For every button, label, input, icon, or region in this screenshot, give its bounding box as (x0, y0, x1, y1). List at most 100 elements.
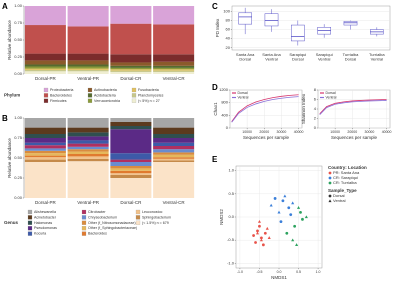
legend-swatch (87, 93, 93, 98)
bar-segment (110, 129, 152, 154)
x-tick-label: Turrialba Ventral (369, 52, 385, 62)
bar-segment (110, 174, 152, 178)
legend-swatch (81, 209, 87, 215)
x-tick-label-line: Turrialba (343, 52, 359, 57)
point (304, 215, 308, 219)
series-line (319, 99, 387, 115)
legend-label: Dorsal (326, 91, 336, 95)
legend-label: Other (f_Sphingobacteriaceae) (88, 226, 137, 230)
box (343, 21, 358, 26)
x-tick-label-line: Turrialba (369, 52, 385, 57)
bar-segment (153, 70, 195, 72)
bar-segment (67, 127, 109, 133)
x-tick-label-line: Ventral (371, 57, 384, 62)
bar-segment (67, 140, 109, 144)
x-tick-label-line: Dorsal (292, 57, 304, 62)
legend-title: Country: Location (328, 165, 367, 170)
bar-segment (24, 25, 66, 54)
x-tick-label: 40000 (294, 130, 304, 134)
point (289, 213, 293, 217)
x-tick-label-line: Santa Ana (262, 52, 281, 57)
bar-segment (110, 162, 152, 166)
bar-segment (67, 154, 109, 157)
point (267, 236, 271, 239)
box (264, 13, 279, 27)
bar-segment (153, 6, 195, 25)
y-tick-label: 1.00 (14, 3, 23, 8)
y-tick-label: 0 (226, 125, 229, 130)
legend-label: PR: Santa Ana (333, 170, 360, 175)
point (299, 210, 302, 214)
bar-segment (110, 166, 152, 169)
bar-segment (24, 155, 66, 158)
bar-segment (153, 142, 195, 146)
bar-segment (67, 136, 109, 141)
x-tick-label: -0.5 (256, 270, 262, 274)
bar-segment (24, 66, 66, 69)
bar-segment (153, 158, 195, 161)
bar-segment (67, 146, 109, 150)
bar-segment (24, 64, 66, 67)
legend-label: Fusobacteria (138, 88, 159, 92)
bar-segment (67, 68, 109, 70)
y-tick-label: 100 (223, 9, 230, 14)
bar-segment (24, 138, 66, 143)
point (293, 224, 297, 228)
x-tick-label: 10000 (330, 130, 340, 134)
legend-label: Ventral (333, 198, 346, 203)
legend-swatch (135, 220, 141, 225)
bar-segment (67, 158, 109, 162)
legend-swatch (43, 98, 49, 103)
point (301, 217, 304, 221)
y-axis-label: PD Index (215, 18, 220, 37)
bar-segment (67, 69, 109, 72)
legend-label: Alishewanella (34, 210, 56, 214)
x-tick-label: 10000 (242, 130, 252, 134)
x-axis-label: Sequences per sample (243, 135, 290, 140)
x-tick-label: 0.0 (277, 270, 282, 274)
y-tick-label: 4 (314, 106, 317, 111)
point (287, 206, 291, 210)
legend-label: CR: Turrialba (333, 180, 357, 185)
legend-swatch (328, 176, 332, 180)
y-axis-label: Chao1 (213, 102, 218, 116)
series-line (319, 100, 387, 115)
legend-label: Ventral (326, 95, 337, 99)
bar-segment (24, 6, 66, 26)
legend-swatch (81, 215, 87, 220)
legend-swatch (328, 199, 332, 203)
bar-segment (153, 154, 195, 158)
series-line (231, 96, 299, 123)
y-tick-label: 8 (314, 87, 317, 92)
y-axis-label: Relative abundance (7, 138, 12, 178)
point (281, 199, 285, 203)
x-tick-label: Sarapiqui Dorsal (289, 52, 306, 62)
panel-label: A (2, 2, 8, 11)
bar-segment (153, 65, 195, 68)
bar-segment (110, 159, 152, 162)
y-tick-label: -1.0 (227, 260, 235, 265)
bar-segment (67, 149, 109, 152)
point (258, 224, 261, 228)
y-tick-label: 20 (226, 45, 231, 50)
bar-segment (24, 60, 66, 65)
x-tick-label: Ventral-CR (163, 76, 186, 81)
y-tick-label: 800 (221, 100, 228, 105)
bar-segment (153, 61, 195, 66)
y-tick-label: 1.0 (228, 168, 234, 173)
point (256, 229, 259, 233)
panel-label: E (212, 155, 218, 164)
legend-swatch (328, 194, 332, 198)
x-tick-label: 20000 (347, 130, 357, 134)
x-axis-label: Sequences per sample (331, 135, 378, 140)
legend-label: Firmicutes (50, 99, 67, 103)
y-tick-label: 6 (314, 97, 317, 102)
bar-segment (110, 69, 152, 71)
x-tick-label: 30000 (277, 130, 287, 134)
legend-swatch (135, 209, 141, 215)
y-tick-label: 1.00 (14, 115, 23, 120)
x-tick-label: 0.5 (296, 270, 301, 274)
point (263, 231, 267, 235)
bar-segment (110, 62, 152, 66)
